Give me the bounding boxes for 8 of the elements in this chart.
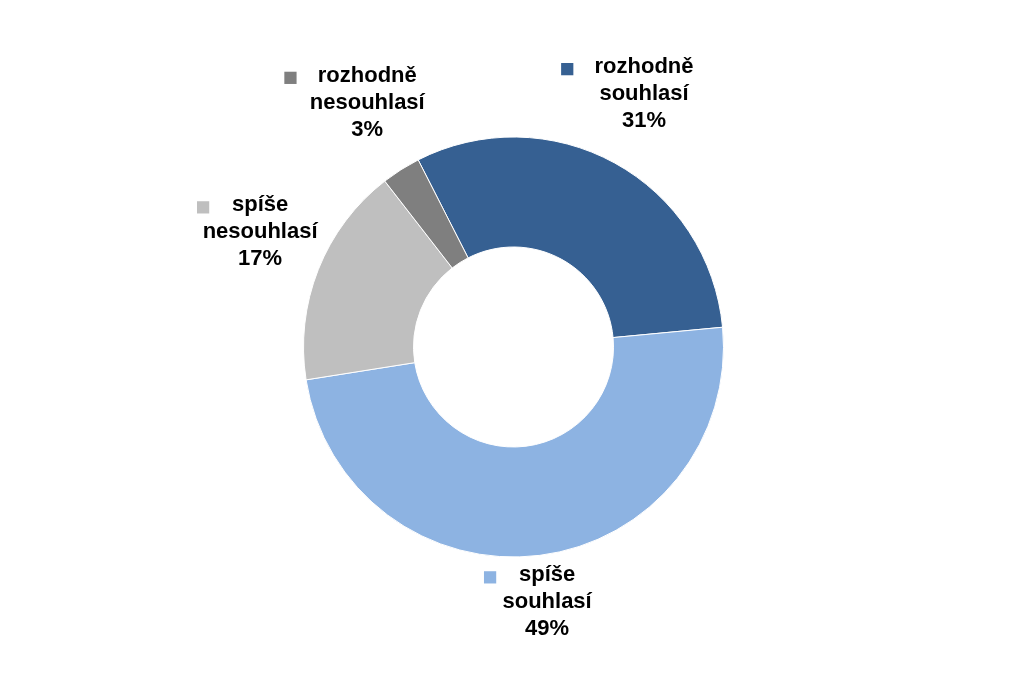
legend-label: spíše souhlasí: [502, 561, 593, 614]
data-label: 3%: [351, 115, 384, 141]
legend-label: spíše nesouhlasí: [202, 191, 319, 244]
data-label: 31%: [622, 107, 667, 133]
data-label: 17%: [238, 245, 283, 271]
data-label: 49%: [525, 615, 570, 641]
legend-label: rozhodně nesouhlasí: [309, 61, 426, 114]
legend-label: rozhodně souhlasí: [594, 53, 694, 106]
